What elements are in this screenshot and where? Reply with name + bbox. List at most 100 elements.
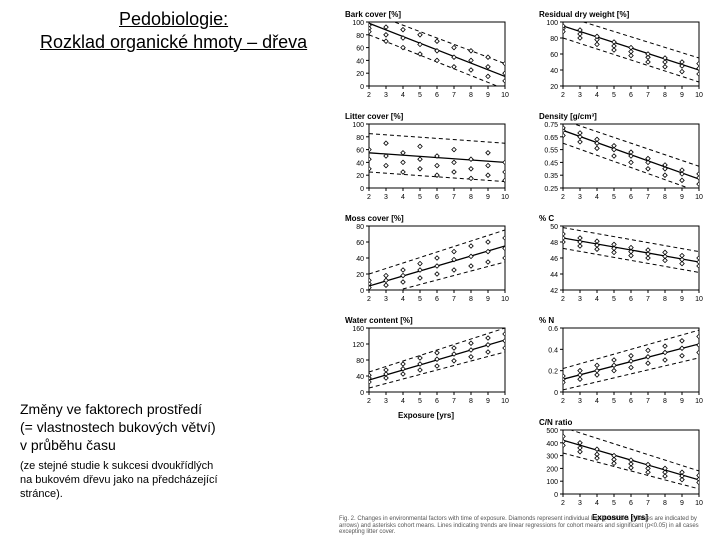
svg-text:80: 80 (356, 358, 364, 365)
svg-text:10: 10 (501, 92, 509, 99)
svg-text:40: 40 (550, 68, 558, 75)
svg-text:7: 7 (646, 296, 650, 303)
svg-text:6: 6 (629, 296, 633, 303)
svg-text:5: 5 (612, 296, 616, 303)
svg-text:9: 9 (486, 296, 490, 303)
chart-panel: 204060801002345678910Residual dry weight… (535, 12, 705, 102)
svg-text:7: 7 (452, 398, 456, 405)
svg-text:2: 2 (367, 194, 371, 201)
svg-text:6: 6 (435, 92, 439, 99)
svg-text:4: 4 (595, 92, 599, 99)
chart-title: C/N ratio (539, 418, 572, 427)
svg-text:10: 10 (695, 398, 703, 405)
svg-text:5: 5 (418, 296, 422, 303)
svg-text:0.65: 0.65 (544, 135, 558, 142)
svg-text:160: 160 (352, 326, 364, 333)
svg-text:60: 60 (356, 46, 364, 53)
chart-panel: 00.20.40.62345678910% N (535, 318, 705, 408)
svg-text:8: 8 (663, 500, 667, 507)
chart-panel: 0204060802345678910Moss cover [%] (341, 216, 511, 306)
svg-text:10: 10 (501, 194, 509, 201)
svg-text:2: 2 (367, 92, 371, 99)
subtitle-line1: Změny ve faktorech prostředí (20, 401, 202, 417)
svg-text:8: 8 (663, 398, 667, 405)
svg-text:20: 20 (356, 71, 364, 78)
svg-text:7: 7 (646, 92, 650, 99)
svg-text:0.4: 0.4 (548, 347, 558, 354)
chart-title: Residual dry weight [%] (539, 10, 629, 19)
svg-text:2: 2 (561, 92, 565, 99)
svg-text:7: 7 (646, 194, 650, 201)
svg-text:20: 20 (356, 272, 364, 279)
figure-panels: Fig. 2. Changes in environmental factors… (335, 6, 710, 534)
subtitle: Změny ve faktorech prostředí (= vlastnos… (20, 400, 216, 455)
svg-text:0.55: 0.55 (544, 148, 558, 155)
svg-text:42: 42 (550, 288, 558, 295)
svg-text:4: 4 (401, 296, 405, 303)
svg-text:20: 20 (356, 173, 364, 180)
svg-text:5: 5 (612, 92, 616, 99)
svg-text:0.35: 0.35 (544, 173, 558, 180)
title-line1: Pedobiologie: (119, 9, 228, 29)
svg-text:4: 4 (401, 398, 405, 405)
svg-text:6: 6 (629, 398, 633, 405)
chart-title: Litter cover [%] (345, 112, 403, 121)
svg-text:5: 5 (612, 194, 616, 201)
svg-text:0: 0 (360, 390, 364, 397)
svg-text:7: 7 (452, 194, 456, 201)
svg-text:8: 8 (469, 92, 473, 99)
svg-text:2: 2 (561, 500, 565, 507)
svg-text:400: 400 (546, 441, 558, 448)
svg-text:0.45: 0.45 (544, 160, 558, 167)
svg-text:6: 6 (629, 194, 633, 201)
svg-text:100: 100 (352, 122, 364, 129)
svg-text:2: 2 (367, 296, 371, 303)
svg-text:8: 8 (469, 296, 473, 303)
svg-text:0.25: 0.25 (544, 186, 558, 193)
svg-text:44: 44 (550, 272, 558, 279)
svg-text:120: 120 (352, 342, 364, 349)
svg-text:100: 100 (546, 20, 558, 27)
svg-text:8: 8 (663, 92, 667, 99)
svg-text:6: 6 (629, 92, 633, 99)
svg-text:2: 2 (367, 398, 371, 405)
svg-text:3: 3 (578, 500, 582, 507)
svg-text:80: 80 (356, 33, 364, 40)
svg-text:40: 40 (356, 58, 364, 65)
subtitle-line3: v průběhu času (20, 437, 116, 453)
svg-text:7: 7 (452, 92, 456, 99)
svg-text:0.2: 0.2 (548, 369, 558, 376)
svg-text:40: 40 (356, 160, 364, 167)
source-caption: (ze stejné studie k sukcesi dvoukřídlých… (20, 460, 218, 501)
svg-text:60: 60 (356, 240, 364, 247)
svg-text:5: 5 (418, 92, 422, 99)
svg-text:3: 3 (384, 194, 388, 201)
chart-title: % N (539, 316, 554, 325)
svg-text:9: 9 (486, 194, 490, 201)
svg-text:80: 80 (356, 224, 364, 231)
svg-text:9: 9 (486, 398, 490, 405)
svg-text:60: 60 (356, 148, 364, 155)
svg-text:3: 3 (578, 398, 582, 405)
svg-text:20: 20 (550, 84, 558, 91)
svg-text:8: 8 (663, 296, 667, 303)
svg-text:9: 9 (680, 398, 684, 405)
chart-title: Moss cover [%] (345, 214, 404, 223)
svg-text:8: 8 (469, 194, 473, 201)
svg-text:10: 10 (501, 296, 509, 303)
svg-text:7: 7 (452, 296, 456, 303)
svg-text:3: 3 (578, 194, 582, 201)
svg-text:6: 6 (629, 500, 633, 507)
title-line2: Rozklad organické hmoty – dřeva (40, 32, 307, 52)
caption-line1: (ze stejné studie k sukcesi dvoukřídlých (20, 460, 213, 472)
svg-text:0: 0 (360, 186, 364, 193)
svg-text:80: 80 (550, 36, 558, 43)
svg-text:10: 10 (501, 398, 509, 405)
svg-text:40: 40 (356, 256, 364, 263)
svg-text:6: 6 (435, 296, 439, 303)
chart-panel: 42444648502345678910% C (535, 216, 705, 306)
svg-text:4: 4 (595, 194, 599, 201)
svg-text:6: 6 (435, 398, 439, 405)
svg-text:100: 100 (352, 20, 364, 27)
svg-text:3: 3 (384, 92, 388, 99)
